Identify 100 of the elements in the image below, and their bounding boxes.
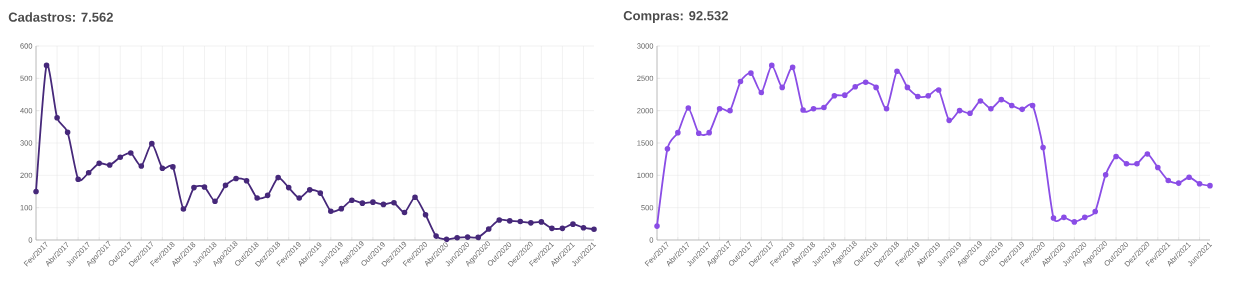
point (349, 197, 355, 204)
point (33, 188, 39, 195)
point (317, 190, 324, 196)
point (54, 114, 60, 121)
point (1113, 153, 1119, 160)
point (1071, 219, 1078, 225)
point (842, 92, 848, 98)
point (1092, 208, 1099, 215)
point (1008, 102, 1015, 109)
point (1175, 180, 1182, 186)
point (1061, 214, 1067, 221)
point (96, 160, 102, 167)
point (180, 206, 187, 212)
point (883, 105, 890, 112)
point (664, 146, 671, 152)
point (748, 70, 754, 76)
point (654, 223, 660, 229)
chart-title: Cadastros: 7.562 (8, 12, 113, 22)
point (580, 224, 587, 231)
point (967, 110, 973, 117)
point (727, 107, 733, 114)
point (359, 200, 366, 206)
point (873, 84, 879, 91)
point (64, 129, 71, 136)
point (675, 129, 681, 136)
point (43, 62, 50, 69)
point (925, 92, 932, 99)
point (946, 117, 952, 124)
point (464, 234, 471, 240)
point (695, 130, 702, 137)
point (85, 169, 92, 176)
point (1207, 182, 1213, 189)
point (768, 62, 775, 69)
point (1123, 160, 1130, 167)
point (275, 174, 281, 181)
point (1165, 177, 1172, 184)
point (149, 140, 155, 147)
point (127, 150, 134, 156)
point (821, 104, 827, 111)
point (758, 89, 765, 96)
point (422, 211, 429, 218)
point (159, 165, 166, 172)
point (915, 93, 921, 100)
point (306, 187, 313, 193)
point (862, 79, 869, 86)
point (998, 96, 1005, 103)
point (496, 217, 503, 223)
point (296, 195, 303, 201)
point (485, 226, 492, 232)
point (412, 194, 418, 201)
point (1029, 102, 1036, 109)
point (454, 234, 460, 241)
point (517, 218, 524, 225)
point (243, 178, 250, 184)
point (538, 219, 545, 225)
point (233, 175, 239, 182)
point (956, 107, 963, 114)
point (528, 220, 534, 226)
point (831, 92, 838, 99)
point (1144, 151, 1151, 157)
point (716, 105, 723, 112)
point (338, 205, 345, 212)
point (370, 199, 376, 205)
point (285, 184, 292, 191)
point (800, 107, 806, 113)
point (977, 98, 984, 104)
point (264, 192, 271, 199)
point (559, 225, 566, 232)
point (904, 84, 911, 91)
point (894, 68, 900, 75)
point (1050, 215, 1057, 221)
chart-title: Compras: 92.532 (623, 11, 728, 23)
point (380, 201, 387, 208)
point (391, 200, 397, 206)
point (1155, 164, 1161, 171)
point (212, 198, 218, 204)
point (401, 209, 408, 216)
point (935, 87, 942, 93)
point (1134, 160, 1140, 167)
point (737, 78, 744, 85)
point (506, 218, 513, 224)
point (1196, 180, 1203, 187)
point (117, 154, 124, 161)
point (328, 208, 334, 215)
point (138, 163, 145, 169)
point (222, 182, 229, 189)
point (1019, 106, 1025, 113)
point (254, 195, 260, 201)
point (852, 83, 859, 90)
point (779, 84, 786, 91)
point (591, 226, 597, 233)
point (988, 105, 994, 112)
point (1040, 144, 1046, 151)
point (201, 184, 208, 190)
point (706, 129, 712, 136)
point (549, 225, 555, 232)
point (191, 184, 197, 191)
point (170, 164, 176, 170)
point (433, 233, 439, 239)
point (1102, 171, 1109, 178)
